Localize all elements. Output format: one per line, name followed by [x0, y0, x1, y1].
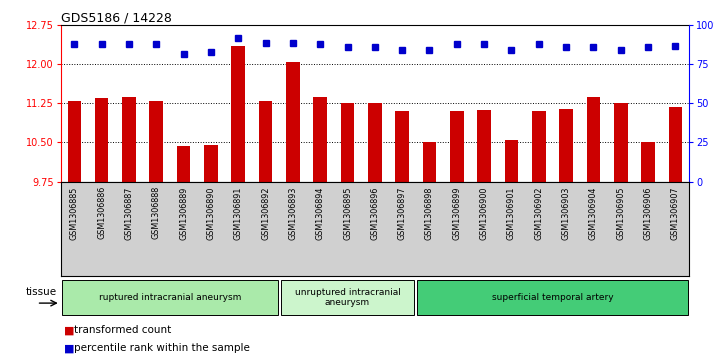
Text: GSM1306888: GSM1306888	[152, 186, 161, 240]
Text: GSM1306898: GSM1306898	[425, 186, 434, 240]
Bar	[149, 101, 163, 182]
Text: GSM1306907: GSM1306907	[671, 186, 680, 240]
Bar	[587, 97, 600, 182]
Text: superficial temporal artery: superficial temporal artery	[492, 293, 613, 302]
Text: GDS5186 / 14228: GDS5186 / 14228	[61, 11, 171, 24]
Bar	[231, 46, 245, 182]
FancyBboxPatch shape	[281, 280, 414, 315]
Text: GSM1306901: GSM1306901	[507, 186, 516, 240]
Text: GSM1306891: GSM1306891	[233, 186, 243, 240]
Text: percentile rank within the sample: percentile rank within the sample	[74, 343, 249, 354]
Text: GSM1306894: GSM1306894	[316, 186, 325, 240]
Text: GSM1306896: GSM1306896	[371, 186, 379, 240]
Bar	[286, 62, 300, 182]
Text: GSM1306899: GSM1306899	[452, 186, 461, 240]
FancyBboxPatch shape	[62, 280, 278, 315]
Bar	[368, 103, 382, 182]
Text: ■: ■	[64, 343, 75, 354]
Text: GSM1306904: GSM1306904	[589, 186, 598, 240]
Text: GSM1306890: GSM1306890	[206, 186, 216, 240]
Bar	[341, 103, 354, 182]
Bar	[177, 146, 191, 182]
Text: transformed count: transformed count	[74, 325, 171, 335]
Text: GSM1306887: GSM1306887	[124, 186, 134, 240]
Bar	[505, 140, 518, 182]
Text: GSM1306889: GSM1306889	[179, 186, 188, 240]
Bar	[641, 143, 655, 182]
Text: GSM1306903: GSM1306903	[562, 186, 570, 240]
Text: GSM1306905: GSM1306905	[616, 186, 625, 240]
Text: unruptured intracranial
aneurysm: unruptured intracranial aneurysm	[295, 288, 401, 307]
Text: GSM1306900: GSM1306900	[480, 186, 488, 240]
Text: GSM1306902: GSM1306902	[534, 186, 543, 240]
Text: GSM1306885: GSM1306885	[70, 186, 79, 240]
Text: ruptured intracranial aneurysm: ruptured intracranial aneurysm	[99, 293, 241, 302]
Text: ■: ■	[64, 325, 75, 335]
Text: GSM1306893: GSM1306893	[288, 186, 298, 240]
Text: GSM1306906: GSM1306906	[643, 186, 653, 240]
Text: GSM1306886: GSM1306886	[97, 186, 106, 240]
Bar	[68, 101, 81, 182]
Bar	[450, 111, 463, 182]
Text: GSM1306892: GSM1306892	[261, 186, 270, 240]
Bar	[396, 111, 409, 182]
Text: GSM1306895: GSM1306895	[343, 186, 352, 240]
Bar	[204, 145, 218, 182]
Bar	[423, 143, 436, 182]
Bar	[258, 101, 273, 182]
Bar	[668, 107, 682, 182]
Text: tissue: tissue	[26, 287, 57, 297]
Bar	[477, 110, 491, 182]
Text: GSM1306897: GSM1306897	[398, 186, 407, 240]
Bar	[559, 109, 573, 182]
Bar	[313, 97, 327, 182]
Bar	[95, 98, 109, 182]
FancyBboxPatch shape	[417, 280, 688, 315]
Bar	[532, 111, 545, 182]
Bar	[614, 103, 628, 182]
Bar	[122, 97, 136, 182]
